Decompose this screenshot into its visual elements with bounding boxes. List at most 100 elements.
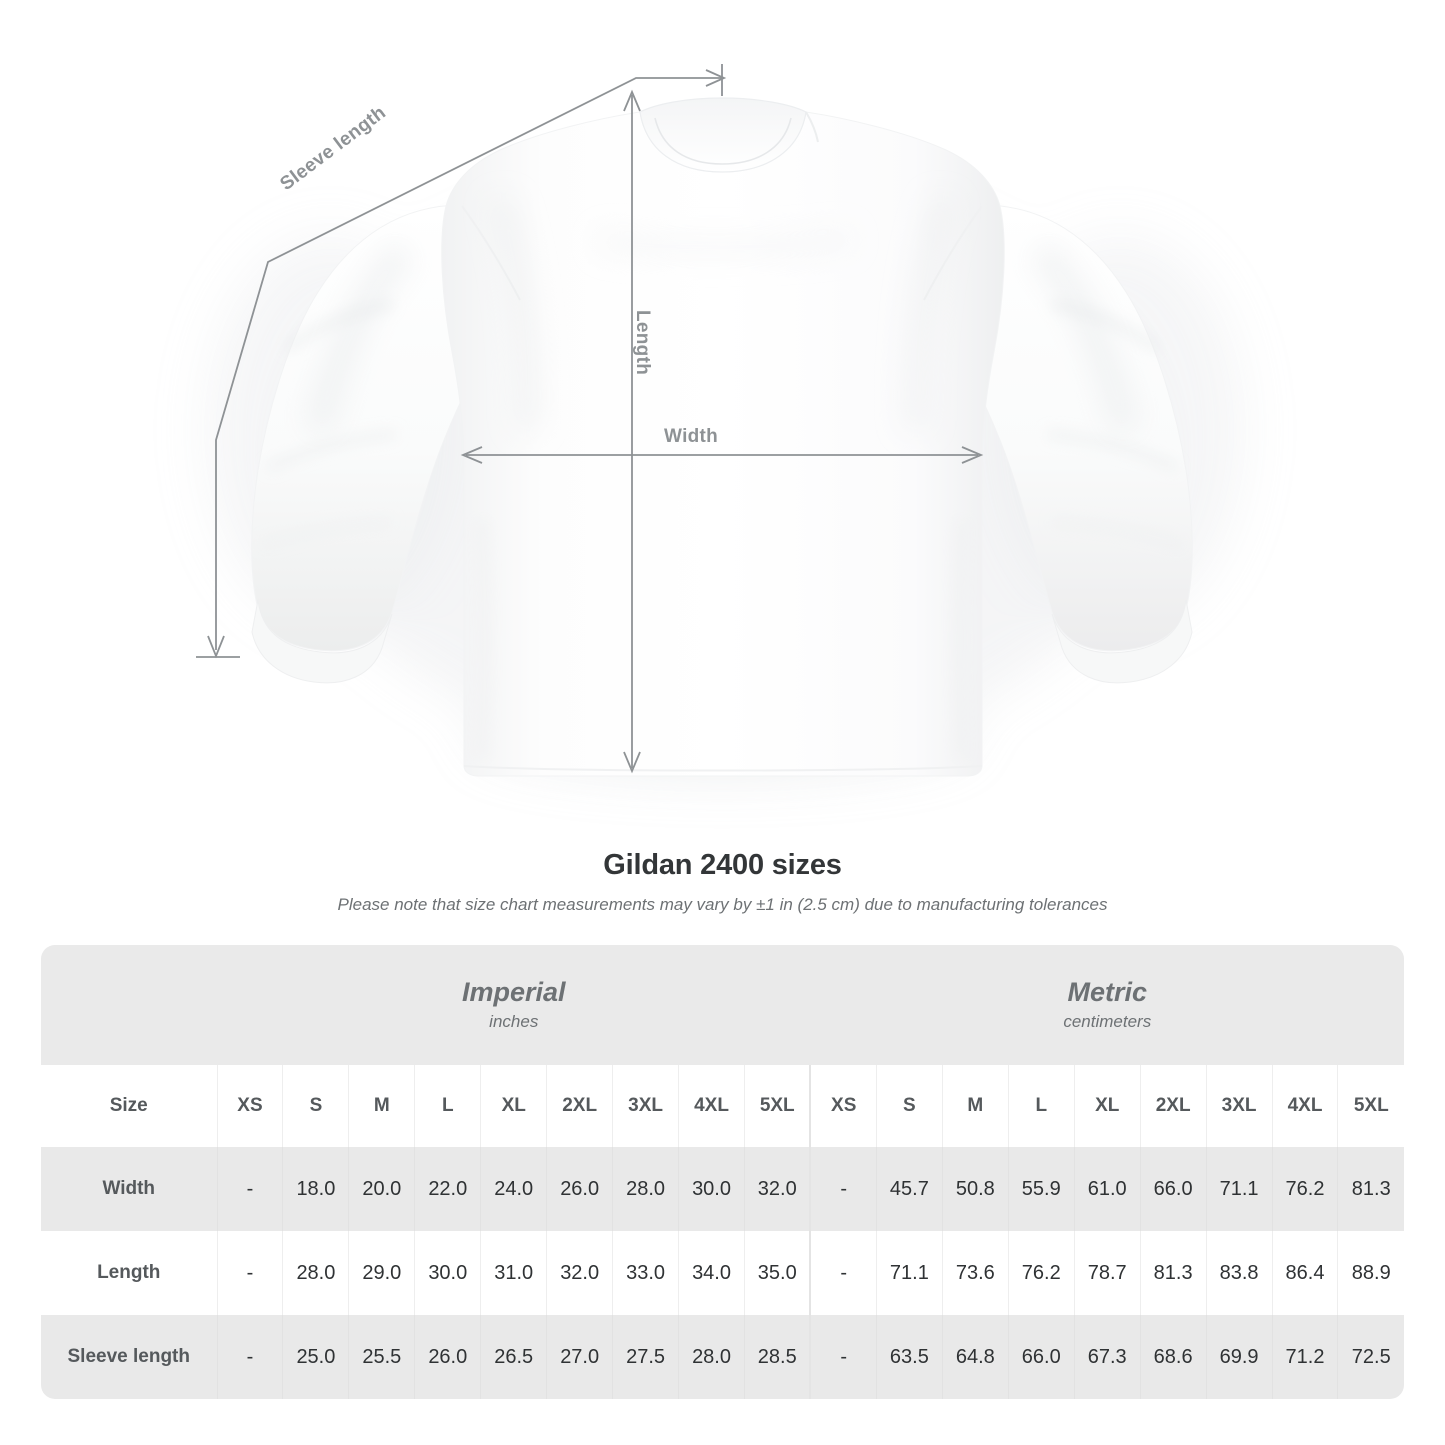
unit-imperial-sub: inches — [489, 1012, 539, 1031]
table-row: Length -28.0 29.0 30.0 31.0 32.0 33.0 34.0 35.0-… — [41, 1231, 1405, 1315]
chart-caption: Gildan 2400 sizes Please note that size … — [0, 845, 1445, 916]
size-header-imperial-xl: XL — [480, 1065, 547, 1147]
size-header-row: Size XS S M L XL 2XL 3XL 4XL 5XL XS S M L XL 2XL 3XL 4XL 5… — [41, 1065, 1405, 1147]
chart-title: Gildan 2400 sizes — [603, 849, 842, 881]
cell-imperial-l-sleeve-length: 26.0 — [414, 1315, 481, 1399]
cell-imperial-s-length: 28.0 — [282, 1231, 349, 1315]
size-header-imperial-2xl: 2XL — [546, 1065, 613, 1147]
size-header-imperial-m: M — [348, 1065, 415, 1147]
sleeve-length-dimension — [196, 64, 727, 659]
measurement-overlay — [196, 64, 984, 774]
cell-imperial-4xl-sleeve-length: 28.0 — [678, 1315, 745, 1399]
cell-metric-xs-width: - — [809, 1147, 877, 1231]
size-header-metric-5xl: 5XL — [1337, 1065, 1405, 1147]
size-header-imperial-xs: XS — [216, 1065, 283, 1147]
size-header-metric-s: S — [875, 1065, 943, 1147]
row-label-length: Length — [41, 1231, 217, 1315]
cell-imperial-m-sleeve-length: 25.5 — [348, 1315, 415, 1399]
garment-illustration: Sleeve length Length Width — [196, 64, 1245, 777]
unit-imperial-cell: Imperial inches — [217, 945, 811, 1065]
cell-imperial-s-sleeve-length: 25.0 — [282, 1315, 349, 1399]
size-header-metric-3xl: 3XL — [1205, 1065, 1273, 1147]
cell-imperial-5xl-length: 35.0 — [744, 1231, 811, 1315]
cell-metric-3xl-sleeve-length: 69.9 — [1205, 1315, 1273, 1399]
length-label: Length — [632, 310, 653, 376]
table-row: Width -18.0 20.0 22.0 24.0 26.0 28.0 30.0 32.0-4… — [41, 1147, 1405, 1231]
size-header-metric-4xl: 4XL — [1271, 1065, 1338, 1147]
cell-metric-m-length: 73.6 — [941, 1231, 1009, 1315]
cell-metric-5xl-sleeve-length: 72.5 — [1337, 1315, 1405, 1399]
size-chart-table: Imperial inches Metric centimeters Size XS S M L… — [41, 945, 1405, 1399]
cell-imperial-3xl-sleeve-length: 27.5 — [612, 1315, 679, 1399]
unit-metric-cell: Metric centimeters — [810, 945, 1405, 1065]
cell-imperial-m-length: 29.0 — [348, 1231, 415, 1315]
cell-metric-5xl-length: 88.9 — [1337, 1231, 1405, 1315]
cell-imperial-xl-sleeve-length: 26.5 — [480, 1315, 547, 1399]
cell-imperial-5xl-sleeve-length: 28.5 — [744, 1315, 811, 1399]
shirt-body — [441, 97, 1005, 777]
size-header-metric-2xl: 2XL — [1139, 1065, 1207, 1147]
cell-metric-l-width: 55.9 — [1007, 1147, 1075, 1231]
cell-imperial-xl-width: 24.0 — [480, 1147, 547, 1231]
cell-imperial-xs-sleeve-length: - — [216, 1315, 283, 1399]
cell-imperial-2xl-width: 26.0 — [546, 1147, 613, 1231]
size-header-corner: Size — [41, 1065, 217, 1147]
unit-banner-corner — [41, 945, 217, 1065]
unit-metric-sub: centimeters — [1063, 1012, 1152, 1031]
cell-metric-4xl-width: 76.2 — [1271, 1147, 1338, 1231]
size-chart-table-wrapper: Imperial inches Metric centimeters Size XS S M L… — [41, 945, 1405, 1399]
size-header-metric-xl: XL — [1073, 1065, 1141, 1147]
cell-metric-xs-sleeve-length: - — [809, 1315, 877, 1399]
cell-metric-xl-length: 78.7 — [1073, 1231, 1141, 1315]
width-dimension — [460, 446, 984, 464]
cell-imperial-xs-width: - — [216, 1147, 283, 1231]
chart-note: Please note that size chart measurements… — [337, 895, 1108, 914]
cell-imperial-3xl-width: 28.0 — [612, 1147, 679, 1231]
cell-metric-s-width: 45.7 — [875, 1147, 943, 1231]
cell-metric-xl-sleeve-length: 67.3 — [1073, 1315, 1141, 1399]
row-label-sleeve-length: Sleeve length — [41, 1315, 217, 1399]
cell-metric-l-sleeve-length: 66.0 — [1007, 1315, 1075, 1399]
cell-metric-4xl-length: 86.4 — [1271, 1231, 1338, 1315]
cell-imperial-xl-length: 31.0 — [480, 1231, 547, 1315]
cell-imperial-s-width: 18.0 — [282, 1147, 349, 1231]
size-header-metric-m: M — [941, 1065, 1009, 1147]
cell-imperial-3xl-length: 33.0 — [612, 1231, 679, 1315]
table-row: Sleeve length -25.0 25.5 26.0 26.5 27.0 27.5 28… — [41, 1315, 1405, 1399]
size-header-imperial-s: S — [282, 1065, 349, 1147]
cell-metric-xl-width: 61.0 — [1073, 1147, 1141, 1231]
cell-imperial-l-width: 22.0 — [414, 1147, 481, 1231]
cell-metric-xs-length: - — [809, 1231, 877, 1315]
cell-imperial-2xl-sleeve-length: 27.0 — [546, 1315, 613, 1399]
cell-imperial-m-width: 20.0 — [348, 1147, 415, 1231]
row-label-width: Width — [41, 1147, 217, 1231]
size-header-imperial-5xl: 5XL — [744, 1065, 811, 1147]
cell-metric-2xl-width: 66.0 — [1139, 1147, 1207, 1231]
cell-imperial-l-length: 30.0 — [414, 1231, 481, 1315]
cell-imperial-5xl-width: 32.0 — [744, 1147, 811, 1231]
cell-imperial-4xl-width: 30.0 — [678, 1147, 745, 1231]
cell-metric-2xl-length: 81.3 — [1139, 1231, 1207, 1315]
cell-metric-m-width: 50.8 — [941, 1147, 1009, 1231]
cell-imperial-xs-length: - — [216, 1231, 283, 1315]
cell-metric-s-sleeve-length: 63.5 — [875, 1315, 943, 1399]
size-header-imperial-3xl: 3XL — [612, 1065, 679, 1147]
size-header-metric-l: L — [1007, 1065, 1075, 1147]
cell-metric-4xl-sleeve-length: 71.2 — [1271, 1315, 1338, 1399]
unit-imperial-title: Imperial — [461, 977, 566, 1007]
unit-metric-title: Metric — [1067, 977, 1148, 1007]
width-label: Width — [664, 426, 719, 447]
size-header-imperial-l: L — [414, 1065, 481, 1147]
garment-svg — [196, 64, 1245, 777]
length-dimension — [623, 89, 641, 774]
cell-metric-3xl-width: 71.1 — [1205, 1147, 1273, 1231]
size-header-imperial-4xl: 4XL — [678, 1065, 745, 1147]
cell-imperial-4xl-length: 34.0 — [678, 1231, 745, 1315]
size-header-metric-xs: XS — [809, 1065, 877, 1147]
cell-imperial-2xl-length: 32.0 — [546, 1231, 613, 1315]
cell-metric-5xl-width: 81.3 — [1337, 1147, 1405, 1231]
cell-metric-2xl-sleeve-length: 68.6 — [1139, 1315, 1207, 1399]
unit-banner-row: Imperial inches Metric centimeters — [41, 945, 1405, 1065]
cell-metric-s-length: 71.1 — [875, 1231, 943, 1315]
cell-metric-m-sleeve-length: 64.8 — [941, 1315, 1009, 1399]
